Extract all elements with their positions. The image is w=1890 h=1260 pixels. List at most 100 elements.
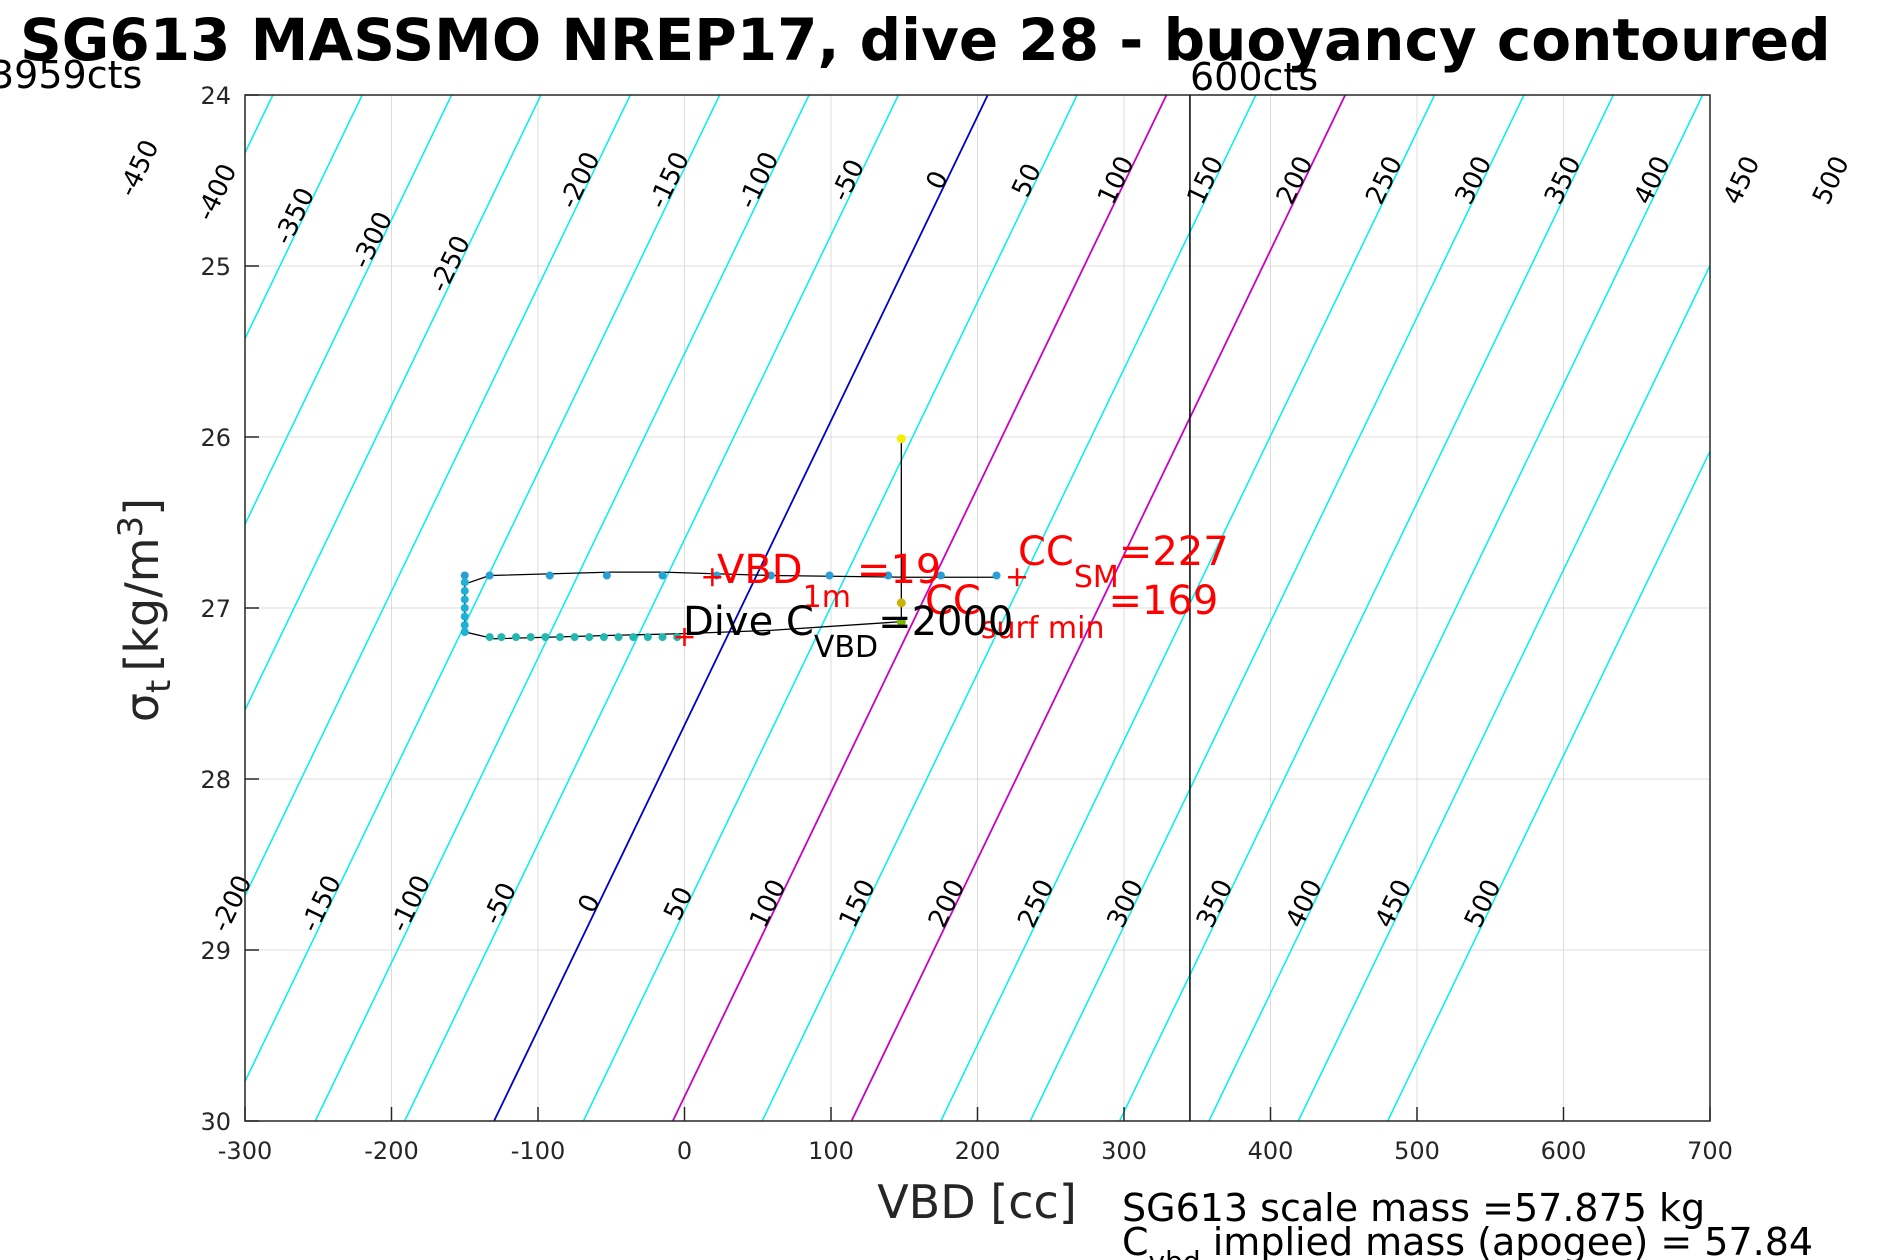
- x-tick-label: 0: [677, 1137, 692, 1165]
- dive-sub: VBD: [814, 630, 878, 665]
- profile-point-lower: [526, 633, 535, 642]
- y-axis-label: σt [kg/m3]: [111, 498, 179, 722]
- profile-point-lower: [570, 633, 579, 642]
- contour-line: [940, 95, 1436, 1121]
- svg-text:VBD1m=19: VBD1m=19: [717, 547, 941, 615]
- surface-point: [896, 434, 906, 444]
- surface-point: [896, 598, 906, 608]
- y-tick-label: 26: [200, 424, 231, 452]
- profile-point-column: [460, 595, 469, 604]
- profile-point-lower: [585, 633, 594, 642]
- vbd-sub: 1m: [803, 580, 851, 615]
- x-tick-label: -100: [511, 1137, 565, 1165]
- profile-point-lower: [614, 633, 623, 642]
- profile-point-upper: [992, 571, 1001, 580]
- profile-point-lower: [555, 633, 564, 642]
- x-tick-label: 300: [1101, 1137, 1147, 1165]
- contour-line: [1029, 95, 1525, 1121]
- x-tick-label: 100: [808, 1137, 854, 1165]
- contour-label: 500: [1807, 152, 1856, 210]
- profile-point-lower: [599, 633, 608, 642]
- svg-text:Cvbd implied mass (apogee) = 5: Cvbd implied mass (apogee) = 57.84: [1122, 1220, 1813, 1260]
- profile-point-lower: [497, 633, 506, 642]
- contour-line: [1118, 95, 1614, 1121]
- y-label-close: ]: [115, 498, 169, 516]
- ccsm-sub: SM: [1074, 560, 1119, 595]
- profile-point-lower: [658, 633, 667, 642]
- contour-label: -400: [191, 159, 244, 225]
- red-markers: [675, 568, 1027, 647]
- profile-point-lower: [485, 633, 494, 642]
- right-counts-label: 600cts: [1190, 55, 1318, 99]
- contour-line: [245, 95, 363, 341]
- contour-line: [1387, 449, 1710, 1121]
- svg-text:σt[kg/m3]: σt [kg/m3]: [111, 498, 179, 722]
- ccsm-main: CC: [1018, 529, 1074, 575]
- contour-line: [245, 95, 542, 712]
- profile-point-upper: [460, 571, 469, 580]
- y-label-unit: [kg/m: [115, 538, 169, 672]
- contour-line: [404, 95, 900, 1121]
- profile-point-lower: [541, 633, 550, 642]
- dive-profile: [460, 434, 1001, 642]
- contour-line: [245, 95, 453, 527]
- profile-point-column: [460, 604, 469, 612]
- y-tick-label: 30: [200, 1108, 231, 1136]
- contour-line: [671, 95, 1168, 1121]
- contour-label: -450: [113, 135, 166, 201]
- profile-point-upper: [766, 571, 775, 580]
- grid-lines: [245, 95, 1710, 1121]
- cvbd-sub: vbd: [1149, 1245, 1201, 1260]
- left-counts-label: 3959cts: [0, 53, 142, 97]
- vbd-1m-annotation: VBD1m=19: [717, 547, 941, 615]
- y-tick-label: 29: [200, 937, 231, 965]
- y-label-symbol: σ: [115, 693, 169, 722]
- x-tick-label: 700: [1687, 1137, 1733, 1165]
- x-tick-label: 400: [1248, 1137, 1294, 1165]
- scale-mass-text: SG613 scale mass =57.875 kg: [1122, 1186, 1705, 1230]
- profile-point-upper: [825, 571, 834, 580]
- profile-point-upper: [884, 571, 893, 580]
- x-axis-label: VBD [cc]: [877, 1175, 1077, 1229]
- profile-point-lower: [512, 633, 521, 642]
- profile-point-column: [460, 578, 469, 587]
- contour-line: [245, 95, 631, 898]
- implied-mass-annotation: Cvbd implied mass (apogee) = 57.84: [1122, 1220, 1813, 1260]
- profile-point-lower: [629, 633, 638, 642]
- cvbd-rest: implied mass (apogee) = 57.84: [1201, 1220, 1813, 1260]
- dive-value: =2000: [878, 599, 1013, 645]
- dive-cvbd-annotation: Dive CVBD=2000: [683, 599, 1013, 665]
- contour-line: [761, 95, 1257, 1121]
- contour-line: [1208, 95, 1704, 1121]
- svg-text:CCsurf min=169: CCsurf min=169: [925, 578, 1218, 646]
- profile-point-column: [460, 586, 469, 595]
- axis-ticks: -300 -200 -100 0 100 200 300 400 500 600 700 24 25 26…: [200, 82, 1732, 1165]
- cvbd-main: C: [1122, 1220, 1149, 1260]
- y-tick-label: 28: [200, 766, 231, 794]
- svg-text:Dive CVBD=2000: Dive CVBD=2000: [683, 599, 1013, 665]
- x-tick-label: 600: [1541, 1137, 1587, 1165]
- contour-line: [245, 95, 721, 1084]
- chart-title: SG613 MASSMO NREP17, dive 28 - buoyancy …: [20, 6, 1831, 74]
- x-tick-label: 500: [1394, 1137, 1440, 1165]
- profile-point-upper: [602, 571, 611, 580]
- profile-point-column: [460, 612, 469, 621]
- contour-line: [582, 95, 1078, 1121]
- y-label-sup: 3: [111, 516, 151, 538]
- profile-point-upper: [658, 571, 667, 580]
- surface-point: [896, 617, 906, 627]
- vbd-value: =19: [857, 547, 941, 593]
- y-tick-label: 27: [200, 595, 231, 623]
- y-tick-label: 24: [200, 82, 231, 110]
- contour-labels: -450 -400 -350 -300 -250-200 -150 -100 -50 0 50 10…: [113, 135, 1856, 936]
- profile-point-upper: [545, 571, 554, 580]
- x-tick-label: 200: [955, 1137, 1001, 1165]
- contour-line: [850, 95, 1347, 1121]
- dive-main: Dive C: [683, 599, 814, 645]
- ccsurf-sub: surf min: [981, 611, 1105, 646]
- x-tick-label: -300: [218, 1137, 272, 1165]
- ccsm-annotation: CCSM=227: [1018, 529, 1229, 595]
- profile-point-upper: [936, 571, 945, 580]
- x-tick-label: -200: [364, 1137, 418, 1165]
